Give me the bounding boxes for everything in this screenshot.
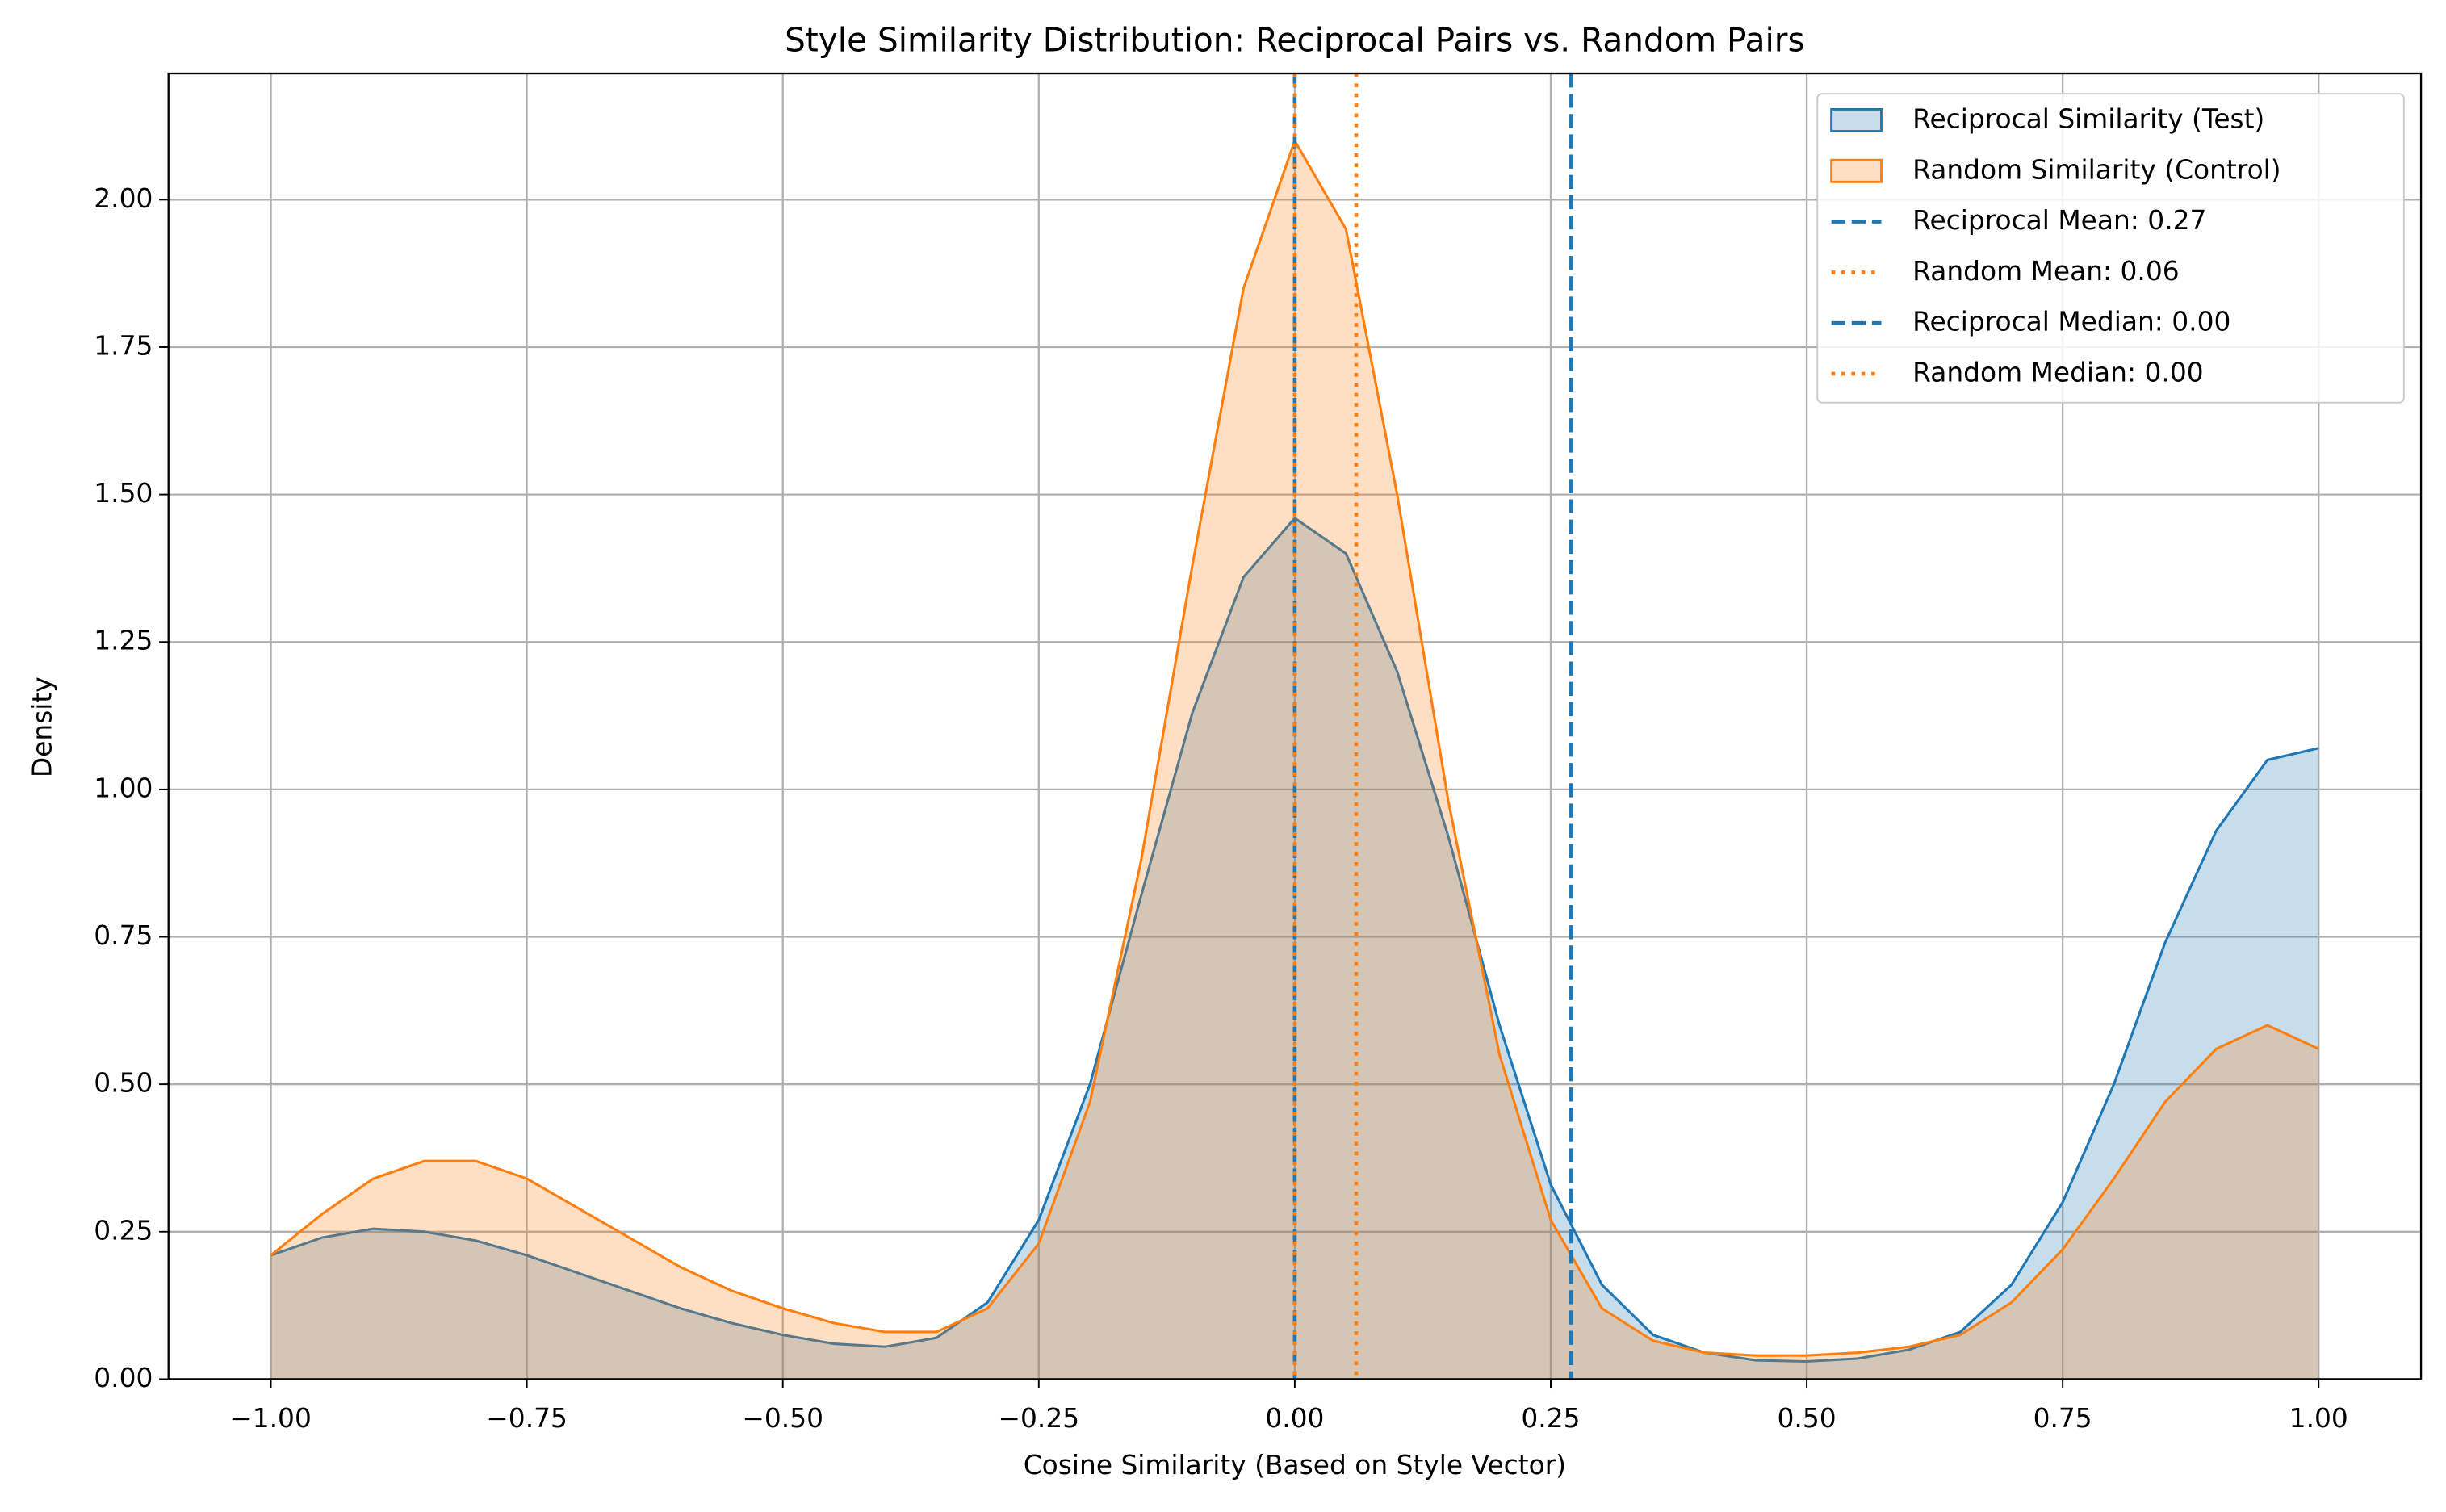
x-tick-label: −0.50 — [742, 1403, 823, 1434]
x-tick-label: −0.75 — [486, 1403, 568, 1434]
y-tick-label: 1.50 — [94, 478, 153, 509]
legend-label: Reciprocal Mean: 0.27 — [1912, 205, 2206, 236]
density-area — [270, 140, 2319, 1380]
y-tick-label: 1.00 — [94, 773, 153, 803]
y-tick-label: 2.00 — [94, 183, 153, 214]
x-tick-label: 0.25 — [1521, 1403, 1580, 1434]
y-tick-label: 0.50 — [94, 1068, 153, 1099]
legend-label: Reciprocal Median: 0.00 — [1912, 307, 2230, 337]
legend-swatch — [1830, 158, 1883, 183]
y-tick-label: 1.75 — [94, 330, 153, 361]
x-tick-label: 0.75 — [2033, 1403, 2092, 1434]
chart-title: Style Similarity Distribution: Reciproca… — [785, 20, 1805, 59]
legend-box — [1816, 93, 2405, 404]
x-tick-label: −0.25 — [998, 1403, 1079, 1434]
legend-label: Random Similarity (Control) — [1912, 154, 2281, 185]
y-tick-label: 1.25 — [94, 626, 153, 656]
y-axis-label: Density — [27, 676, 58, 777]
y-tick-label: 0.25 — [94, 1215, 153, 1246]
legend-label: Random Median: 0.00 — [1912, 357, 2204, 387]
y-tick-label: 0.75 — [94, 920, 153, 951]
legend-swatch — [1830, 108, 1883, 132]
x-tick-label: 1.00 — [2289, 1403, 2348, 1434]
axes-frame — [167, 72, 2423, 1380]
y-tick-label: 0.00 — [94, 1363, 153, 1393]
legend-label: Reciprocal Similarity (Test) — [1912, 103, 2264, 134]
x-axis-label: Cosine Similarity (Based on Style Vector… — [1024, 1450, 1566, 1481]
legend-label: Random Mean: 0.06 — [1912, 256, 2180, 287]
density-line — [270, 516, 2319, 1363]
x-tick-label: 0.00 — [1265, 1403, 1324, 1434]
x-tick-label: 0.50 — [1777, 1403, 1836, 1434]
x-tick-label: −1.00 — [230, 1403, 312, 1434]
